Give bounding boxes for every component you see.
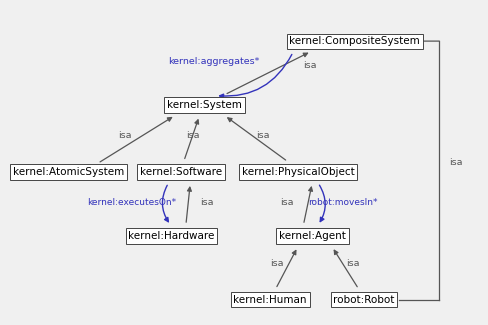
Text: isa: isa <box>448 158 462 167</box>
Text: isa: isa <box>270 259 284 267</box>
Text: kernel:Software: kernel:Software <box>140 167 222 177</box>
Text: kernel:System: kernel:System <box>167 100 242 110</box>
Text: isa: isa <box>279 198 293 207</box>
Text: isa: isa <box>345 259 358 267</box>
Text: kernel:CompositeSystem: kernel:CompositeSystem <box>289 36 419 46</box>
Text: robot:movesIn*: robot:movesIn* <box>307 198 377 207</box>
Text: isa: isa <box>118 131 131 140</box>
Text: kernel:executesOn*: kernel:executesOn* <box>87 198 176 207</box>
Text: kernel:PhysicalObject: kernel:PhysicalObject <box>242 167 354 177</box>
Text: isa: isa <box>185 131 199 140</box>
Text: kernel:Human: kernel:Human <box>233 295 306 305</box>
Text: kernel:AtomicSystem: kernel:AtomicSystem <box>13 167 124 177</box>
Text: isa: isa <box>256 131 269 140</box>
Text: robot:Robot: robot:Robot <box>333 295 394 305</box>
Text: kernel:aggregates*: kernel:aggregates* <box>168 58 259 66</box>
Text: kernel:Hardware: kernel:Hardware <box>128 231 214 241</box>
Text: isa: isa <box>303 60 316 70</box>
Text: isa: isa <box>200 198 213 207</box>
Text: kernel:Agent: kernel:Agent <box>279 231 345 241</box>
